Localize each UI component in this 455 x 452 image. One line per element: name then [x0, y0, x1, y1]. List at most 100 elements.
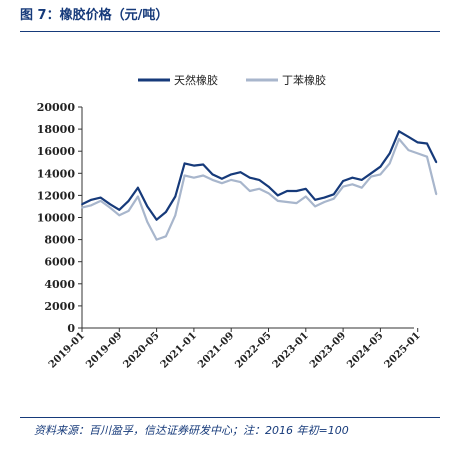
data-point — [426, 155, 428, 158]
data-point — [267, 192, 270, 195]
data-point — [221, 177, 223, 180]
y-tick-label: 12000 — [37, 189, 76, 202]
data-point — [137, 195, 139, 198]
x-tick-label: 2023-09 — [308, 330, 348, 370]
data-point — [127, 210, 130, 212]
source-note: 资料来源：百川盈孚，信达证券研发中心；注：2016 年初=100 — [34, 424, 349, 437]
data-point — [90, 204, 93, 207]
line-chart: 天然橡胶 丁苯橡胶 0 2000 4000 6000 8000 10000 12000 1400… — [37, 73, 438, 371]
chart-series — [81, 130, 438, 241]
data-point — [435, 193, 438, 196]
data-point — [360, 186, 363, 189]
data-point — [379, 165, 382, 168]
data-point — [90, 198, 93, 201]
data-point — [323, 196, 326, 199]
y-tick-label: 2000 — [44, 300, 75, 313]
y-tick-label: 16000 — [37, 145, 76, 158]
x-tick-label: 2024-05 — [345, 330, 385, 370]
data-point — [398, 130, 400, 133]
data-point — [155, 218, 158, 221]
data-point — [295, 202, 298, 205]
data-point — [99, 196, 102, 199]
data-point — [435, 161, 438, 164]
x-tick-label: 2019-01 — [47, 330, 87, 370]
y-tick-label: 6000 — [44, 256, 75, 269]
data-point — [332, 197, 335, 200]
y-tick-label: 4000 — [44, 278, 75, 291]
data-point — [398, 138, 400, 140]
data-point — [118, 214, 121, 217]
data-point — [109, 206, 111, 209]
data-point — [99, 200, 102, 202]
data-point — [211, 179, 214, 181]
figure-title: 图 7：橡胶价格（元/吨） — [20, 8, 169, 23]
data-point — [165, 211, 167, 213]
data-point — [174, 214, 177, 217]
data-point — [109, 203, 111, 206]
data-point — [304, 195, 307, 198]
data-point — [351, 183, 354, 186]
data-point — [258, 187, 261, 190]
chart-axes: 0 2000 4000 6000 8000 10000 12000 14000 16000 180… — [37, 101, 423, 371]
legend-label-1: 丁苯橡胶 — [282, 73, 326, 87]
data-point — [193, 164, 195, 167]
x-tick-label: 2019-09 — [84, 330, 124, 370]
y-tick-label: 8000 — [44, 234, 75, 247]
data-point — [183, 162, 186, 165]
data-point — [276, 200, 279, 202]
data-point — [388, 152, 391, 155]
data-point — [118, 208, 121, 211]
data-point — [416, 152, 419, 155]
data-point — [286, 190, 288, 192]
x-tick-label: 2023-01 — [271, 330, 311, 370]
data-point — [193, 176, 195, 179]
source-divider — [20, 417, 440, 418]
data-point — [248, 176, 251, 179]
x-tick-label: 2022-05 — [233, 330, 273, 370]
data-point — [239, 181, 242, 184]
data-point — [81, 206, 83, 209]
data-point — [332, 193, 335, 196]
data-point — [407, 135, 410, 138]
data-point — [248, 190, 251, 192]
data-point — [165, 235, 167, 238]
data-point — [407, 149, 410, 152]
y-tick-label: 14000 — [37, 167, 76, 180]
legend-label-0: 天然橡胶 — [174, 73, 218, 87]
data-point — [286, 201, 288, 203]
y-tick-label: 20000 — [37, 101, 76, 114]
data-point — [155, 238, 158, 241]
series-line-0 — [81, 130, 438, 221]
data-point — [127, 200, 130, 202]
data-point — [146, 221, 149, 223]
data-point — [276, 194, 279, 197]
data-point — [137, 186, 139, 189]
legend: 天然橡胶 丁苯橡胶 — [138, 73, 326, 87]
data-point — [342, 180, 344, 182]
data-point — [388, 162, 391, 165]
data-point — [342, 185, 344, 188]
data-point — [351, 176, 354, 179]
data-point — [230, 173, 233, 176]
data-point — [295, 190, 298, 192]
data-point — [211, 173, 214, 176]
data-point — [221, 182, 223, 185]
data-point — [267, 185, 270, 188]
x-tick-label: 2021-01 — [159, 330, 199, 370]
data-point — [239, 171, 242, 174]
data-point — [174, 195, 177, 198]
title-divider — [20, 31, 440, 32]
data-point — [370, 175, 372, 178]
data-point — [183, 174, 186, 177]
data-point — [426, 142, 428, 145]
data-point — [202, 174, 205, 177]
data-point — [370, 172, 372, 175]
data-point — [323, 201, 326, 203]
data-point — [230, 179, 233, 181]
data-point — [416, 141, 419, 144]
data-point — [304, 187, 307, 190]
data-point — [81, 203, 83, 206]
data-point — [379, 173, 382, 176]
data-point — [314, 198, 316, 201]
data-point — [314, 205, 316, 208]
